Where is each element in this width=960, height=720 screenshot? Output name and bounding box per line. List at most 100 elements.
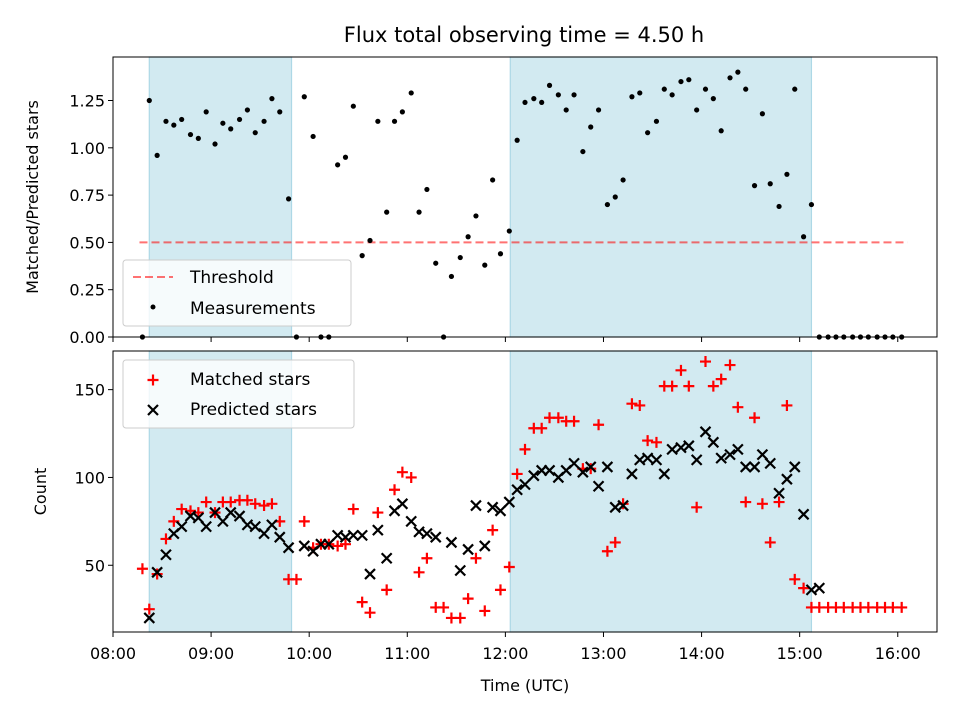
bottom-legend: Matched stars Predicted stars xyxy=(122,359,355,429)
measurement-point xyxy=(735,69,741,75)
matched-star-point xyxy=(724,359,736,371)
measurement-point xyxy=(751,183,758,189)
measurement-point xyxy=(171,122,177,128)
predicted-star-point xyxy=(683,440,695,452)
predicted-star-point xyxy=(470,499,482,512)
matched-star-point xyxy=(756,498,768,510)
matched-star-point xyxy=(462,593,474,605)
matched-star-point xyxy=(789,573,801,585)
matched-star-point xyxy=(454,612,466,624)
matched-stars-points xyxy=(136,356,908,624)
top-axes-frame xyxy=(112,56,938,338)
matched-star-point xyxy=(176,503,188,515)
predicted-star-point xyxy=(543,464,556,477)
predicted-star-point xyxy=(479,540,491,552)
measurement-point xyxy=(367,237,373,244)
measurement-point xyxy=(408,90,414,96)
measurement-point xyxy=(457,254,463,261)
matched-star-point xyxy=(184,505,196,517)
matched-star-point xyxy=(634,399,646,411)
measurement-point xyxy=(571,92,577,98)
matched-star-point xyxy=(290,573,302,585)
matched-star-point xyxy=(332,540,344,552)
measurement-point xyxy=(661,86,667,92)
measurement-point xyxy=(669,92,675,98)
legend-threshold-label: Threshold xyxy=(189,268,274,288)
matched-star-point xyxy=(675,364,687,376)
y-tick-label: 0.50 xyxy=(69,233,105,252)
measurement-point xyxy=(514,137,520,143)
matched-star-point xyxy=(249,498,261,510)
bottom-x-ticks: 08:00 09:00 10:00 11:00 12:00 13:00 14:00 15:00… xyxy=(90,632,921,663)
matched-star-point xyxy=(225,496,237,508)
measurement-point xyxy=(335,162,341,168)
predicted-star-point xyxy=(658,468,671,480)
x-axis-label: Time (UTC) xyxy=(480,676,569,695)
predicted-star-point xyxy=(528,469,540,482)
matched-star-point xyxy=(413,566,425,578)
predicted-star-point xyxy=(724,448,736,461)
measurement-point xyxy=(604,201,611,208)
matched-star-point xyxy=(552,412,564,424)
matched-star-point xyxy=(364,607,376,619)
legend-matched-marker xyxy=(147,374,159,386)
matched-star-point xyxy=(438,601,450,613)
top-bands xyxy=(148,56,813,338)
bottom-y-axis-label: Count xyxy=(31,468,50,516)
measurement-point xyxy=(539,99,545,106)
measurement-point xyxy=(653,118,660,124)
top-y-axis-label: Matched/Predicted stars xyxy=(23,100,42,294)
matched-star-point xyxy=(372,507,384,519)
measurement-point xyxy=(261,118,267,124)
predicted-stars-points xyxy=(143,426,826,624)
measurement-point xyxy=(252,130,258,136)
y-tick-label: 0.25 xyxy=(69,281,105,300)
measurement-point xyxy=(399,109,405,115)
matched-star-point xyxy=(396,466,408,478)
predicted-star-point xyxy=(224,506,237,519)
matched-star-point xyxy=(389,484,401,496)
x-tick-label: 10:00 xyxy=(286,644,332,663)
measurement-point xyxy=(686,77,692,83)
measurement-point xyxy=(448,273,455,280)
matched-star-point xyxy=(642,435,654,447)
top-axes: 0.00 0.25 0.50 0.75 1.00 1.25 Matched/Predict… xyxy=(23,56,938,347)
predicted-star-point xyxy=(486,501,499,514)
measurement-point xyxy=(269,96,275,102)
measurement-point xyxy=(588,124,594,130)
measurement-point xyxy=(727,75,733,81)
legend-matched-label: Matched stars xyxy=(190,370,310,390)
measurement-point xyxy=(416,209,422,215)
measurement-point xyxy=(187,131,194,138)
predicted-star-point xyxy=(396,498,409,510)
y-tick-label: 1.25 xyxy=(69,92,105,111)
matched-star-point xyxy=(609,536,621,548)
predicted-star-point xyxy=(175,520,188,533)
predicted-star-point xyxy=(773,487,785,500)
predicted-star-point xyxy=(641,452,654,464)
predicted-star-point xyxy=(494,505,507,517)
measurement-point xyxy=(620,177,626,183)
matched-star-point xyxy=(200,496,212,508)
matched-star-point xyxy=(356,596,368,608)
predicted-star-point xyxy=(273,531,286,543)
predicted-star-point xyxy=(380,552,393,565)
measurement-point xyxy=(220,120,226,126)
matched-star-point xyxy=(151,568,163,580)
bottom-y-ticks: 50 100 150 xyxy=(74,381,113,575)
measurement-point xyxy=(146,97,152,104)
bottom-axes-frame xyxy=(112,350,938,633)
predicted-star-point xyxy=(200,520,212,533)
matched-star-point xyxy=(707,380,719,392)
predicted-star-point xyxy=(748,461,761,473)
predicted-star-point xyxy=(143,612,156,624)
predicted-star-point xyxy=(282,541,295,554)
matched-star-point xyxy=(764,536,776,548)
matched-star-point xyxy=(511,468,523,480)
predicted-star-point xyxy=(797,508,810,521)
predicted-star-point xyxy=(266,519,278,531)
predicted-star-point xyxy=(650,454,663,466)
matched-star-point xyxy=(470,552,482,564)
matched-star-point xyxy=(479,605,491,617)
matched-star-point xyxy=(405,471,417,483)
